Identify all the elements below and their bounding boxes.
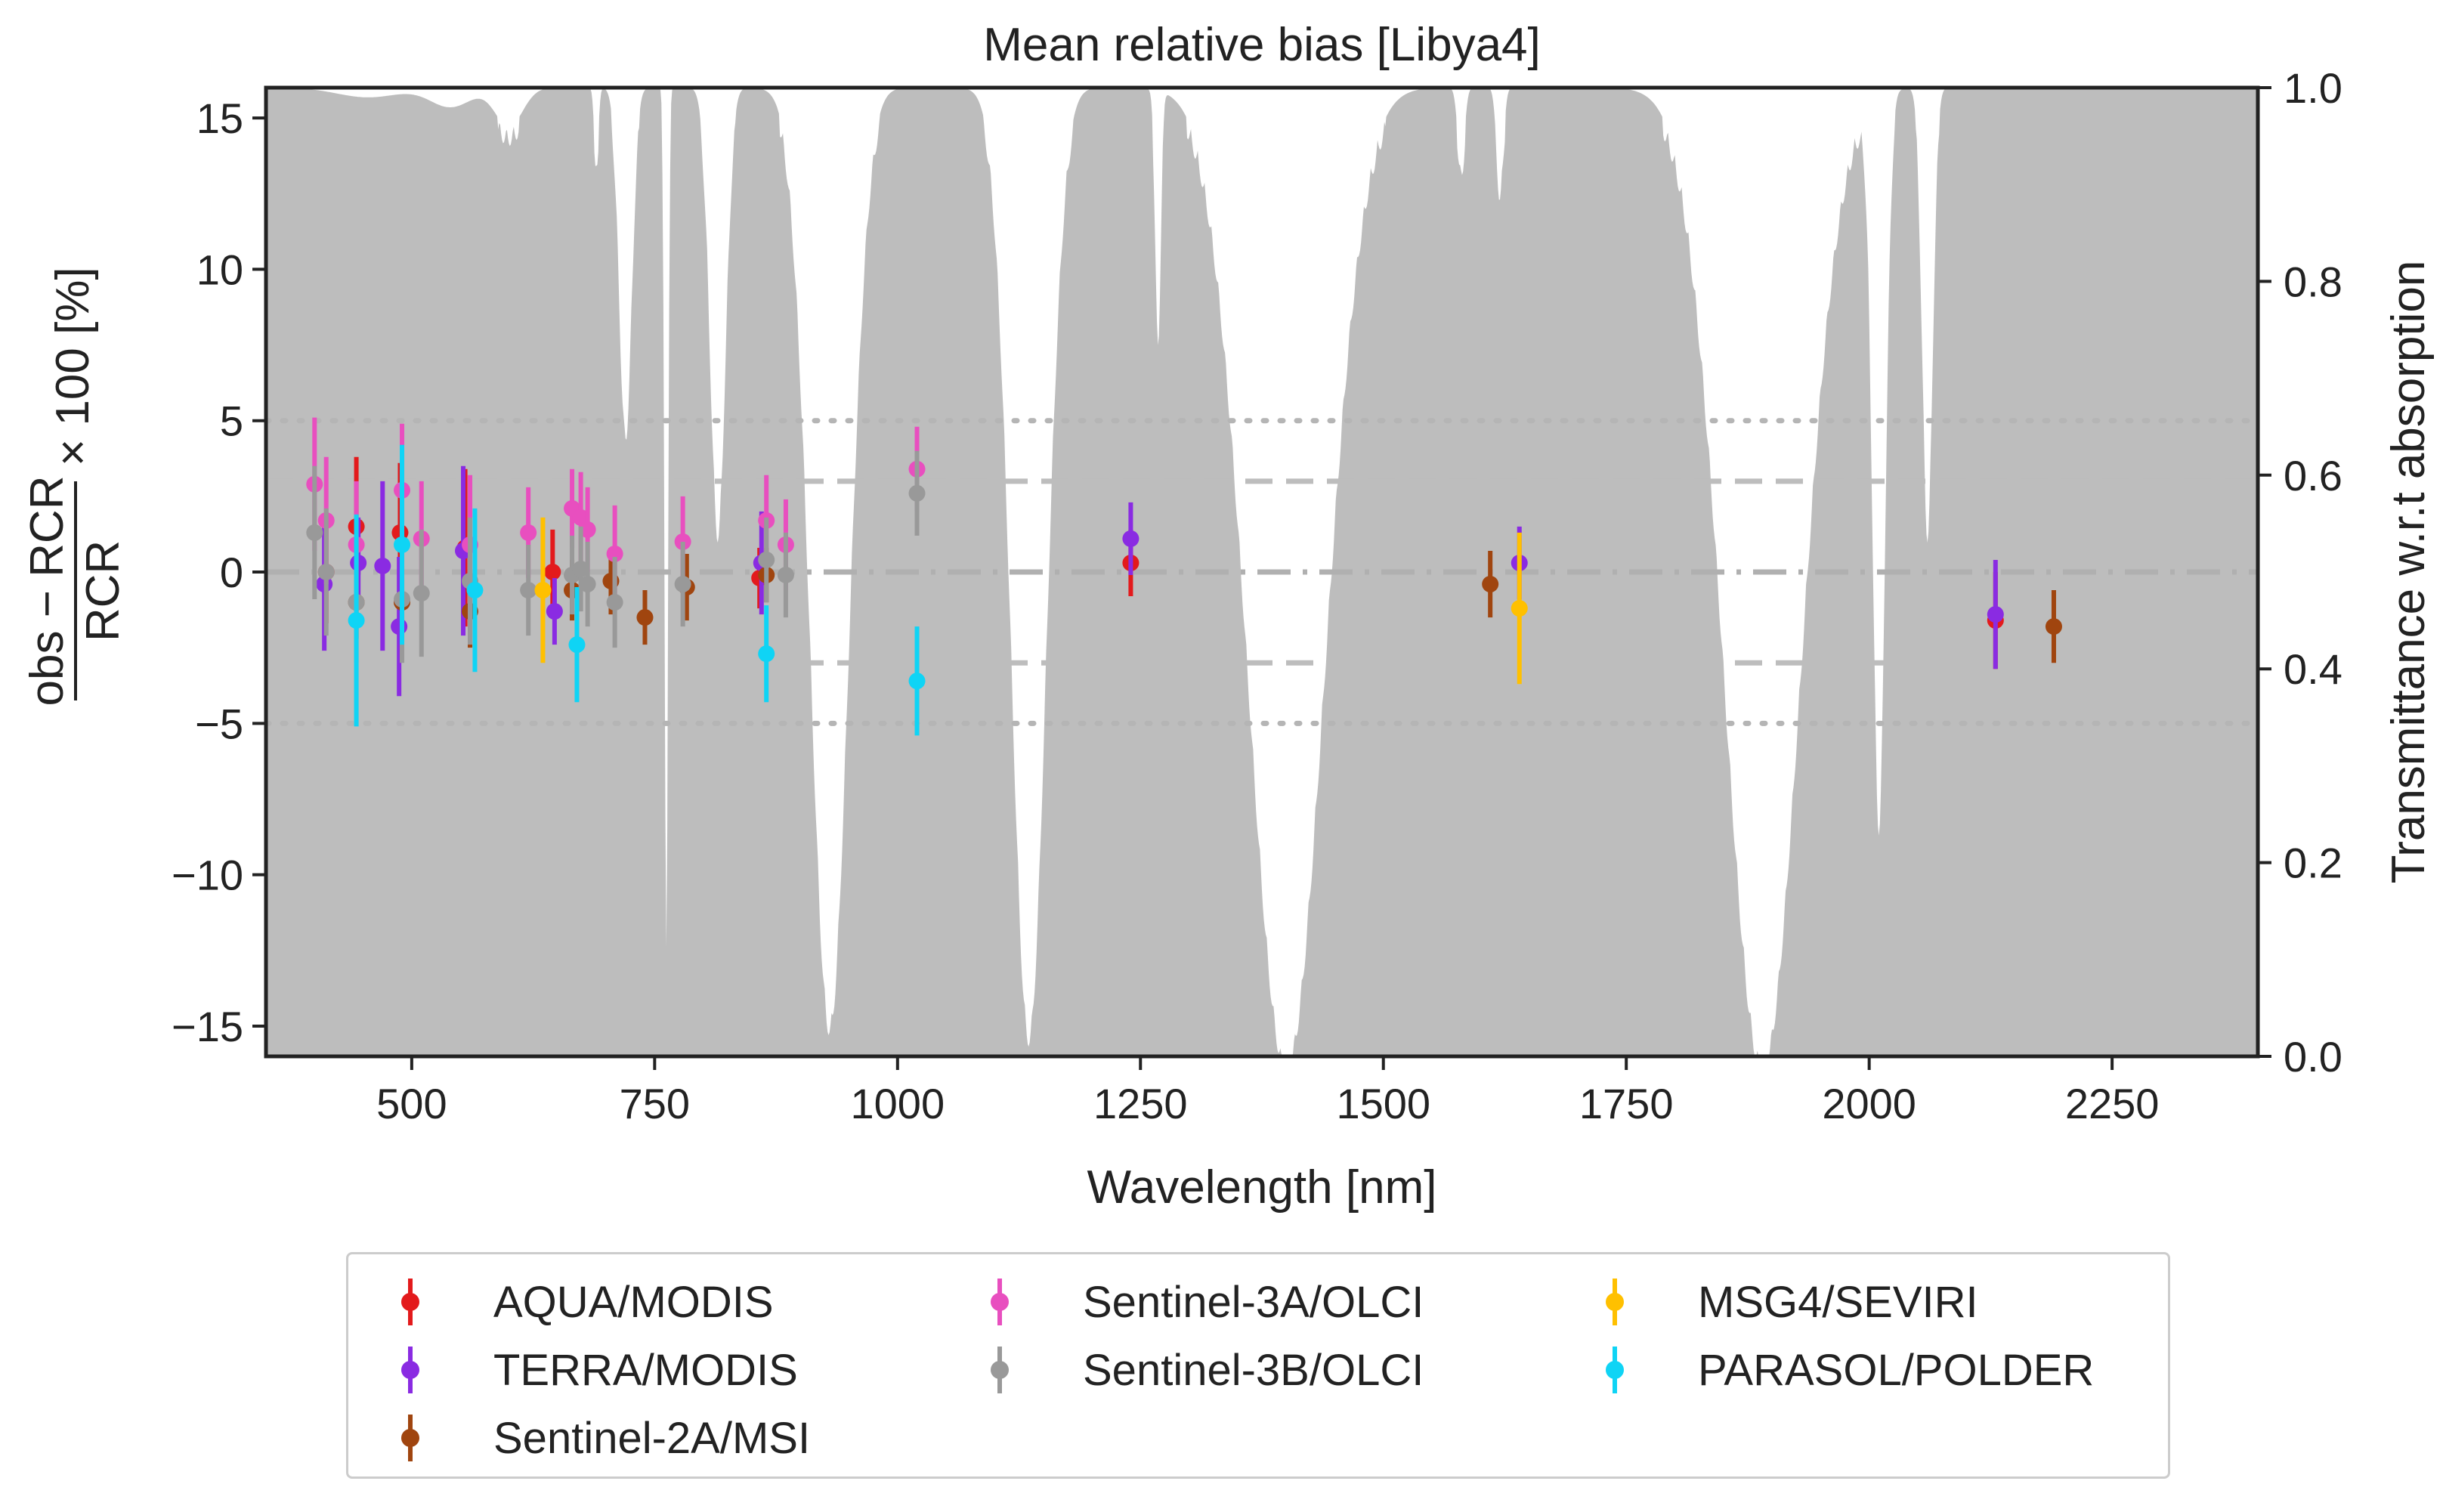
legend-label: Sentinel-3B/OLCI [1083,1345,1424,1395]
data-point [572,509,589,526]
data-point [534,582,552,599]
data-point [777,567,794,584]
data-point [520,582,537,599]
data-point [758,645,775,663]
legend-marker [1600,1337,1630,1402]
data-point [317,564,335,580]
legend-label: Sentinel-2A/MSI [493,1413,811,1463]
y-tick-label: −15 [172,1003,243,1050]
data-point [2045,618,2062,635]
legend-label: PARASOL/POLDER [1698,1345,2095,1395]
data-point [568,636,586,654]
legend-marker [985,1337,1015,1402]
legend-marker [395,1337,425,1402]
y-tick-label: 10 [196,246,243,293]
data-point [391,618,408,635]
x-tick-label: 2250 [2065,1080,2160,1127]
y2-axis-title: Transmittance w.r.t absorption [2383,261,2435,884]
legend-marker [395,1269,425,1334]
data-point [636,609,654,626]
y-tick-label: 15 [196,94,243,142]
data-points [306,417,2062,736]
data-point [674,576,691,593]
data-point [394,536,411,553]
data-point [546,603,563,620]
y2-tick-label: 0.0 [2284,1033,2342,1081]
data-point [520,524,537,541]
legend: AQUA/MODIS TERRA/MODIS Sentinel-2A/MSI S… [346,1252,2170,1479]
legend-marker [1600,1269,1630,1334]
y-axis-title: obs − RCR RCR × 100 [%] [21,267,129,706]
y-tick-label: −10 [172,852,243,899]
data-point [908,673,926,690]
data-point [544,564,561,580]
x-tick-label: 2000 [1822,1080,1916,1127]
y-axis-title-suffix: × 100 [%] [47,267,99,466]
legend-marker [395,1405,425,1470]
legend-item-sentinel-2a-msi: Sentinel-2A/MSI [395,1405,810,1470]
x-tick-label: 1750 [1579,1080,1674,1127]
data-point [579,521,596,538]
data-point [1122,530,1140,547]
legend-item-sentinel-3a-olci: Sentinel-3A/OLCI [985,1269,1424,1334]
x-axis: 500 750 1000 1250 1500 1750 2000 2250 [376,1056,2159,1127]
legend-item-parasol-polder: PARASOL/POLDER [1600,1337,2094,1402]
x-tick-label: 750 [620,1080,690,1127]
legend-label: Sentinel-3A/OLCI [1083,1277,1424,1327]
legend-item-sentinel-3b-olci: Sentinel-3B/OLCI [985,1337,1424,1402]
data-point [572,560,589,577]
data-point [758,551,775,568]
x-tick-label: 1000 [851,1080,945,1127]
legend-label: TERRA/MODIS [493,1345,798,1395]
y2-tick-label: 0.6 [2284,452,2342,499]
data-point [1987,606,2004,623]
y2-tick-label: 0.8 [2284,258,2342,305]
x-tick-label: 500 [376,1080,447,1127]
data-point [1511,600,1528,617]
data-point [908,484,926,502]
y-axis-right: 0.0 0.2 0.4 0.6 0.8 1.0 [2258,64,2342,1081]
transmittance-area [266,88,2258,1056]
legend-marker [985,1269,1015,1334]
y2-tick-label: 0.2 [2284,839,2342,887]
data-point [466,582,484,599]
data-point [413,585,430,602]
data-point [579,576,596,593]
y-tick-label: 0 [220,549,243,596]
data-point [606,545,623,562]
x-tick-label: 1500 [1336,1080,1430,1127]
y2-tick-label: 0.4 [2284,645,2342,693]
data-point [374,557,391,574]
data-point [606,594,623,611]
reference-lines [266,418,2258,726]
data-point [348,612,365,629]
y-axis-title-denominator: RCR [77,540,129,642]
data-point [306,524,323,541]
y-tick-label: 5 [220,397,243,445]
y2-tick-label: 1.0 [2284,64,2342,112]
legend-label: MSG4/SEVIRI [1698,1277,1978,1327]
y-axis-left: −15 −10 −5 0 5 10 15 [172,94,266,1050]
chart-title: Mean relative bias [Libya4] [983,19,1541,71]
legend-label: AQUA/MODIS [493,1277,774,1327]
data-point [1482,576,1499,593]
legend-item-terra-modis: TERRA/MODIS [395,1337,798,1402]
transmittance-fill [266,88,2258,1056]
legend-item-aqua-modis: AQUA/MODIS [395,1269,774,1334]
x-axis-title: Wavelength [nm] [1087,1161,1437,1214]
legend-item-msg4-seviri: MSG4/SEVIRI [1600,1269,1978,1334]
x-tick-label: 1250 [1093,1080,1188,1127]
y-axis-title-numerator: obs − RCR [21,476,73,707]
y-tick-label: −5 [195,700,243,747]
